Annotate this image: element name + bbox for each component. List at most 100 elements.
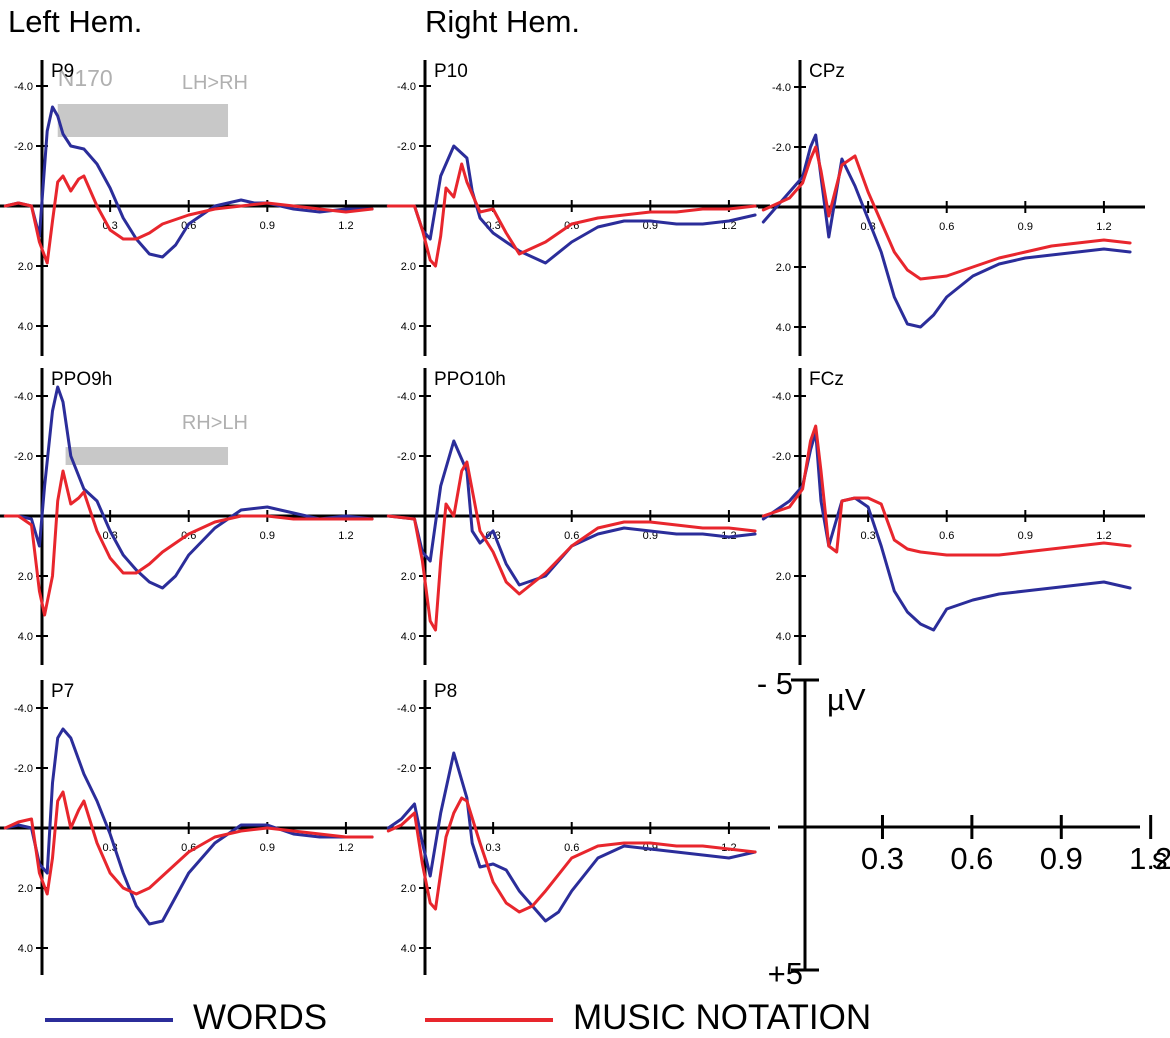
series-music-notation-line	[3, 469, 374, 617]
y-tick-label: -2.0	[397, 763, 416, 775]
series-words-line	[386, 144, 757, 265]
series-music-notation-line	[761, 424, 1132, 557]
series-music-notation-line	[386, 796, 757, 914]
scale-x-tick-label: 0.9	[1040, 841, 1083, 876]
y-tick-label: -4.0	[397, 391, 416, 403]
panel-title: P10	[434, 61, 468, 82]
scale-x-tick-label: 0.6	[950, 841, 993, 876]
x-tick-label: 0.3	[485, 842, 500, 854]
scale-x-tick-label: 0.3	[861, 841, 904, 876]
series-words-line	[3, 727, 374, 926]
y-tick-label: -2.0	[14, 763, 33, 775]
x-tick-label: 1.2	[338, 530, 353, 542]
panel-p7: -4.0-2.02.04.00.3 0.6 0.9 1.2P7	[0, 680, 387, 975]
scale-bar: - 5 +5 µV 0.3 0.6 0.9 1.2s	[757, 666, 1170, 991]
x-tick-label: 0.9	[1018, 530, 1033, 542]
series-music-notation-line	[3, 790, 374, 896]
significance-bar-p9	[57, 104, 229, 137]
x-tick-label: 1.2	[721, 220, 736, 232]
scale-unit-label: µV	[827, 682, 866, 717]
series-words-line	[386, 751, 757, 923]
panel-title: PPO10h	[434, 369, 506, 390]
x-tick-label: 1.2	[338, 220, 353, 232]
series-music-notation-line	[761, 145, 1132, 281]
y-tick-label: 2.0	[776, 571, 791, 583]
panel-title: FCz	[809, 369, 844, 390]
series-music-notation-line	[386, 460, 757, 632]
y-tick-label: -4.0	[397, 81, 416, 93]
y-tick-label: 2.0	[776, 262, 791, 274]
series-words-line	[3, 385, 374, 590]
panel-title: P8	[434, 681, 457, 702]
series-words-line	[761, 133, 1132, 329]
y-tick-label: -2.0	[14, 141, 33, 153]
y-tick-label: -4.0	[397, 703, 416, 715]
x-tick-label: 0.3	[860, 530, 875, 542]
series-music-notation-line	[3, 174, 374, 265]
x-tick-label: 1.2	[1096, 530, 1111, 542]
y-tick-label: -4.0	[772, 391, 791, 403]
scale-x-unit-label: s	[1152, 841, 1168, 876]
x-tick-label: 0.6	[564, 842, 579, 854]
y-tick-label: -4.0	[772, 82, 791, 94]
y-tick-label: 4.0	[401, 631, 416, 643]
y-tick-label: 4.0	[18, 321, 33, 333]
x-tick-label: 0.6	[939, 221, 954, 233]
y-tick-label: 4.0	[401, 943, 416, 955]
y-tick-label: 2.0	[401, 883, 416, 895]
y-tick-label: 4.0	[776, 322, 791, 334]
annotation-rh-lh: RH>LH	[182, 412, 248, 434]
significance-bar-ppo9h	[65, 447, 229, 465]
x-tick-label: 0.6	[939, 530, 954, 542]
y-tick-label: 2.0	[18, 571, 33, 583]
x-tick-label: 1.2	[338, 842, 353, 854]
x-tick-label: 0.9	[260, 842, 275, 854]
x-tick-label: 0.9	[643, 530, 658, 542]
series-music-notation-line	[386, 162, 757, 268]
panel-title: P7	[51, 681, 74, 702]
annotation-lh-rh: LH>RH	[182, 72, 248, 94]
panels-layer: N170 LH>RH -4.0 -2.0 2.0 4.0 0.3 0.6 0.9 1.2 P9 -4.…	[0, 60, 1145, 975]
legend-words-line	[45, 1018, 173, 1022]
panel-title: PPO9h	[51, 369, 112, 390]
y-tick-label: -2.0	[772, 451, 791, 463]
y-tick-label: -4.0	[14, 703, 33, 715]
legend-music-line	[425, 1018, 553, 1022]
y-tick-label: 2.0	[18, 883, 33, 895]
x-tick-label: 0.9	[260, 530, 275, 542]
legend-music-label: MUSIC NOTATION	[573, 998, 872, 1037]
y-tick-label: 4.0	[776, 631, 791, 643]
y-tick-label: 2.0	[401, 261, 416, 273]
y-tick-label: 4.0	[401, 321, 416, 333]
scale-pos-label: +5	[768, 956, 803, 991]
significance-bars-layer	[57, 104, 229, 465]
y-tick-label: -4.0	[14, 391, 33, 403]
y-tick-label: -2.0	[14, 451, 33, 463]
y-tick-label: -2.0	[397, 451, 416, 463]
y-tick-label: 2.0	[18, 261, 33, 273]
y-tick-label: 4.0	[18, 943, 33, 955]
scale-x-tick-label: 1.2	[1129, 841, 1170, 876]
y-tick-label: -2.0	[397, 141, 416, 153]
series-words-line	[761, 430, 1132, 632]
y-tick-label: 2.0	[401, 571, 416, 583]
annotation-n170: N170	[58, 65, 113, 91]
x-tick-label: 0.9	[1018, 221, 1033, 233]
left-hemisphere-title: Left Hem.	[8, 4, 143, 39]
right-hemisphere-title: Right Hem.	[425, 4, 581, 39]
panel-title: P9	[51, 61, 74, 82]
series-words-line	[386, 439, 757, 587]
panel-p9: N170 LH>RH-4.0-2.02.04.00.3 0.6 0.9 1.2P9	[0, 60, 387, 356]
scale-neg-label: - 5	[757, 666, 793, 701]
y-tick-label: -2.0	[772, 142, 791, 154]
x-tick-label: 0.9	[643, 220, 658, 232]
x-tick-label: 0.6	[564, 530, 579, 542]
y-tick-label: 4.0	[18, 631, 33, 643]
panel-p8: -4.0-2.02.04.00.3 0.6 0.9 1.2P8	[383, 680, 770, 975]
x-tick-label: 0.9	[260, 220, 275, 232]
y-tick-label: -4.0	[14, 81, 33, 93]
